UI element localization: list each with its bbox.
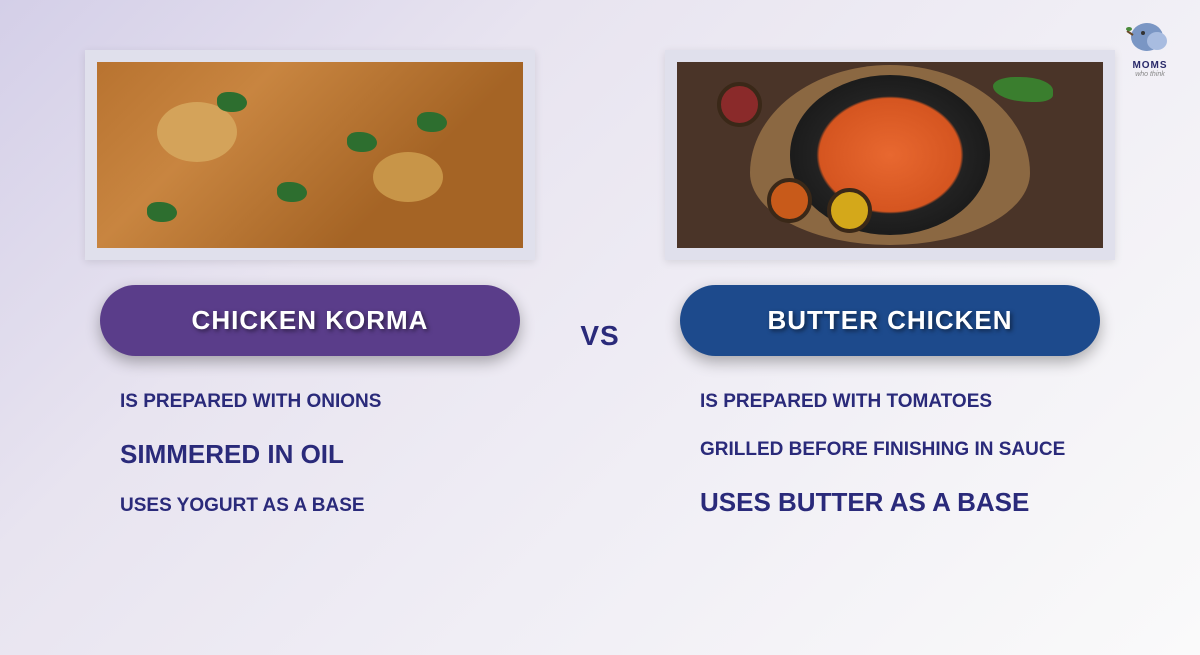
fact-item: USES YOGURT AS A BASE [120, 495, 520, 518]
bird-icon [1125, 15, 1175, 55]
left-column: CHICKEN KORMA IS PREPARED WITH ONIONS SI… [80, 50, 540, 518]
fact-item: GRILLED BEFORE FINISHING IN SAUCE [700, 439, 1100, 462]
left-image-frame [85, 50, 535, 260]
brand-logo: MOMS who think [1120, 15, 1180, 85]
fact-item: USES BUTTER AS A BASE [700, 487, 1100, 518]
comparison-container: CHICKEN KORMA IS PREPARED WITH ONIONS SI… [0, 0, 1200, 518]
left-facts-list: IS PREPARED WITH ONIONS SIMMERED IN OIL … [100, 391, 520, 518]
chicken-korma-image [97, 62, 523, 248]
vs-separator: VS [560, 50, 640, 352]
vs-label: VS [580, 320, 619, 352]
left-title-pill: CHICKEN KORMA [100, 285, 520, 356]
butter-chicken-image [677, 62, 1103, 248]
right-facts-list: IS PREPARED WITH TOMATOES GRILLED BEFORE… [680, 391, 1100, 518]
fact-item: IS PREPARED WITH TOMATOES [700, 391, 1100, 414]
logo-tagline: who think [1120, 71, 1180, 78]
right-column: BUTTER CHICKEN IS PREPARED WITH TOMATOES… [660, 50, 1120, 518]
logo-brand-text: MOMS [1120, 60, 1180, 71]
fact-item: SIMMERED IN OIL [120, 439, 520, 470]
right-title-pill: BUTTER CHICKEN [680, 285, 1100, 356]
fact-item: IS PREPARED WITH ONIONS [120, 391, 520, 414]
right-image-frame [665, 50, 1115, 260]
